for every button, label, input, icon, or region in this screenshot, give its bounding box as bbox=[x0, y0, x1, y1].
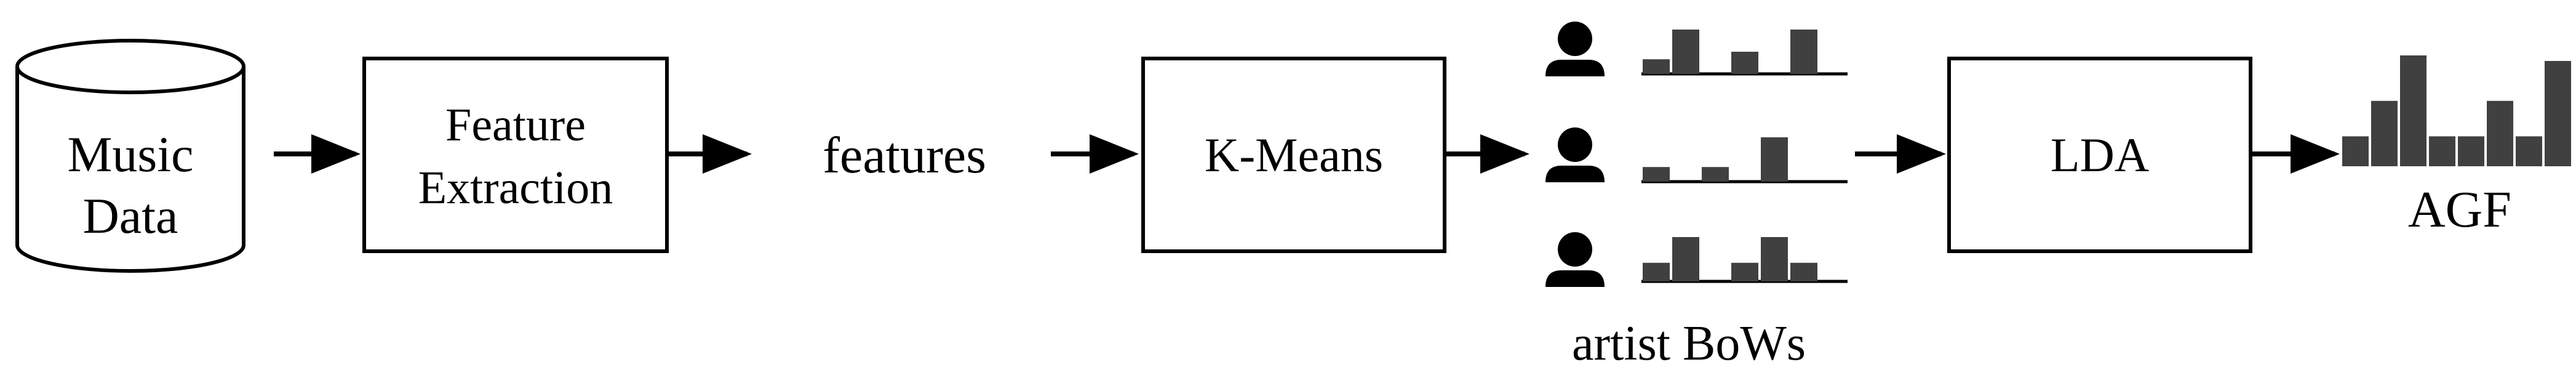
lda-box: LDA bbox=[1947, 57, 2252, 253]
agf-bar bbox=[2400, 55, 2426, 166]
agf-bar bbox=[2516, 136, 2542, 166]
artist-bow-1-bar bbox=[1731, 52, 1758, 74]
artist-bow-1-bar bbox=[1790, 30, 1817, 74]
music-data-database: Music Data bbox=[15, 39, 245, 273]
feature-extraction-label-line2: Extraction bbox=[418, 162, 613, 214]
artist-bow-histogram-2 bbox=[1641, 137, 1848, 183]
feature-extraction-box: Feature Extraction bbox=[362, 57, 669, 253]
artist-bows-label: artist BoWs bbox=[1572, 317, 1806, 371]
artist-icon-3 bbox=[1545, 232, 1605, 287]
kmeans-box: K-Means bbox=[1141, 57, 1446, 253]
artist-icon-1 bbox=[1545, 22, 1605, 76]
artist-bow-2-bar bbox=[1761, 137, 1788, 182]
artist-bow-3-bar bbox=[1790, 262, 1817, 281]
artist-bow-3-bar bbox=[1672, 237, 1699, 281]
kmeans-label: K-Means bbox=[1205, 128, 1383, 182]
artist-bow-3-bar bbox=[1731, 262, 1758, 281]
artist-bow-2-bar bbox=[1702, 167, 1729, 182]
features-label: features bbox=[823, 127, 986, 184]
artist-bow-3-bar bbox=[1643, 262, 1670, 281]
agf-label: AGF bbox=[2408, 181, 2511, 238]
music-data-label-line1: Music bbox=[68, 126, 194, 182]
artist-bow-histogram-1 bbox=[1641, 30, 1848, 76]
agf-bar bbox=[2545, 61, 2571, 166]
music-data-label-line2: Data bbox=[83, 188, 178, 244]
artist-bow-histogram-3 bbox=[1641, 237, 1848, 283]
feature-extraction-label-line1: Feature bbox=[445, 99, 586, 151]
lda-label: LDA bbox=[2051, 128, 2149, 182]
artist-bow-1-bar bbox=[1643, 59, 1670, 74]
agf-bar bbox=[2429, 136, 2455, 166]
artist-bow-3-bar bbox=[1761, 237, 1788, 281]
artist-bow-2-bar bbox=[1643, 167, 1670, 182]
agf-bar bbox=[2342, 136, 2369, 166]
agf-bar bbox=[2458, 136, 2484, 166]
artist-icon-2 bbox=[1545, 127, 1605, 182]
agf-bar bbox=[2487, 100, 2513, 166]
agf-histogram bbox=[2342, 55, 2571, 166]
agf-bar bbox=[2371, 100, 2398, 166]
artist-bow-1-bar bbox=[1672, 30, 1699, 74]
